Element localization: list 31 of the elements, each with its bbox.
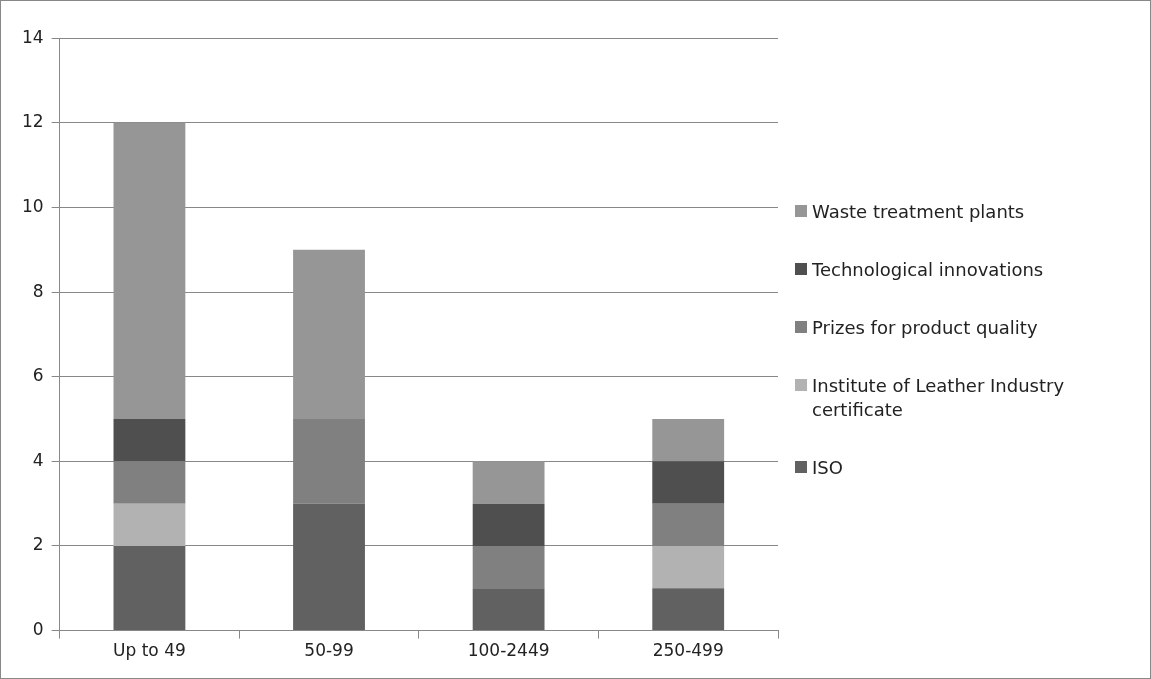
bar (472, 545, 545, 589)
y-tick-label: 6 (32, 365, 44, 386)
bar (113, 545, 186, 631)
x-tick-label: 250-499 (652, 640, 724, 661)
y-tick-label: 10 (21, 195, 44, 216)
bar (652, 588, 725, 631)
y-tick-label: 0 (32, 619, 44, 640)
bar (113, 122, 186, 420)
x-tick-label: Up to 49 (113, 640, 186, 661)
bar (652, 461, 725, 504)
y-tick-label: 14 (21, 26, 44, 47)
bar (293, 249, 365, 420)
x-tick-label: 100-2449 (467, 640, 550, 661)
bar (113, 503, 186, 546)
bar (472, 461, 545, 504)
y-tick-label: 2 (32, 534, 44, 555)
legend-label: Technological innovations (812, 257, 1045, 282)
bar (113, 419, 186, 462)
bar (652, 419, 725, 462)
bar (472, 503, 545, 546)
legend-label: ISO (812, 455, 844, 480)
legend-label: Waste treatment plants (812, 199, 1026, 224)
legend-label: Institute of Leather Industry certificate (812, 373, 1066, 422)
bar (652, 545, 725, 589)
legend-label: Prizes for product quality (812, 315, 1039, 340)
x-tick-label: 50-99 (304, 640, 354, 661)
y-tick-label: 8 (32, 280, 44, 301)
bar (293, 503, 365, 631)
y-tick-label: 4 (32, 449, 44, 470)
bar (472, 588, 545, 631)
y-tick-label: 12 (21, 111, 44, 132)
